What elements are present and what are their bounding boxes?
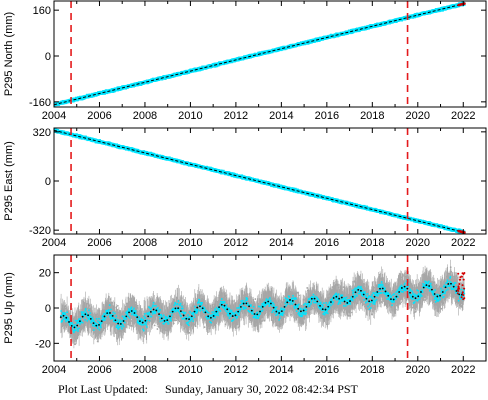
x-tick-label: 2018 <box>360 110 384 122</box>
gray-point <box>226 319 229 322</box>
y-axis-label: P295 North (mm) <box>3 12 15 96</box>
x-tick-label: 2020 <box>406 237 430 249</box>
y-ticks <box>54 9 486 103</box>
x-ticks <box>53 1 487 107</box>
x-tick-label: 2022 <box>451 237 475 249</box>
gray-point <box>111 301 114 304</box>
gray-point <box>188 331 191 334</box>
gray-point <box>181 297 183 299</box>
axes-frame <box>53 127 487 235</box>
gray-point <box>123 330 126 333</box>
y-tick-label: -160 <box>29 97 51 109</box>
gray-point <box>85 302 88 305</box>
gray-point <box>156 328 159 330</box>
gray-point <box>116 305 119 307</box>
gray-point <box>73 343 76 345</box>
x-ticks <box>53 128 487 234</box>
x-tick-label: 2014 <box>269 237 293 249</box>
x-tick-label: 2006 <box>87 110 111 122</box>
x-tick-label: 2008 <box>133 110 157 122</box>
recent-points <box>457 2 466 7</box>
x-tick-label: 2006 <box>87 237 111 249</box>
panel-2: 2004 2006 2008 2010 2012 2014 2016 2018 2020 2022… <box>3 127 487 249</box>
x-tick-label: 2010 <box>178 110 202 122</box>
panel-1: 2004 2006 2008 2010 2012 2014 2016 2018 2020 2022… <box>3 0 487 122</box>
y-tick-label: -320 <box>29 225 51 237</box>
gray-point <box>172 322 175 325</box>
model-line <box>54 3 465 106</box>
x-tick-label: 2014 <box>269 110 293 122</box>
gray-point <box>137 313 140 315</box>
gray-point <box>96 340 99 343</box>
model-line <box>54 129 465 233</box>
gray-point <box>113 306 116 309</box>
gray-point <box>203 326 206 329</box>
gray-point <box>153 324 156 327</box>
x-tick-label: 2022 <box>451 110 475 122</box>
plot-area <box>54 1 466 107</box>
y-tick-label: 0 <box>45 176 51 188</box>
y-axis-label: P295 East (mm) <box>3 141 15 220</box>
panel-3: 2004 2006 2008 2010 2012 2014 2016 2018 2020 2022… <box>3 254 487 376</box>
x-tick-label: 2010 <box>178 237 202 249</box>
x-tick-label: 2012 <box>224 237 248 249</box>
gray-point <box>174 319 177 322</box>
x-tick-label: 2008 <box>133 237 157 249</box>
x-tick-label: 2004 <box>42 110 66 122</box>
x-tick-label: 2004 <box>42 237 66 249</box>
y-ticks <box>54 131 486 231</box>
x-tick-label: 2018 <box>360 237 384 249</box>
y-tick-label: 320 <box>33 127 51 139</box>
plot-area <box>54 128 466 234</box>
gray-point <box>194 325 197 328</box>
x-tick-label: 2012 <box>224 110 248 122</box>
x-tick-label: 2016 <box>315 237 339 249</box>
gray-point <box>84 321 87 324</box>
y-tick-label: 0 <box>45 51 51 63</box>
x-tick-label: 2016 <box>315 110 339 122</box>
x-tick-label: 2020 <box>406 110 430 122</box>
gray-point <box>130 320 132 322</box>
y-tick-label: 160 <box>33 5 51 17</box>
plot-area <box>59 255 466 361</box>
axes-frame <box>53 0 487 108</box>
